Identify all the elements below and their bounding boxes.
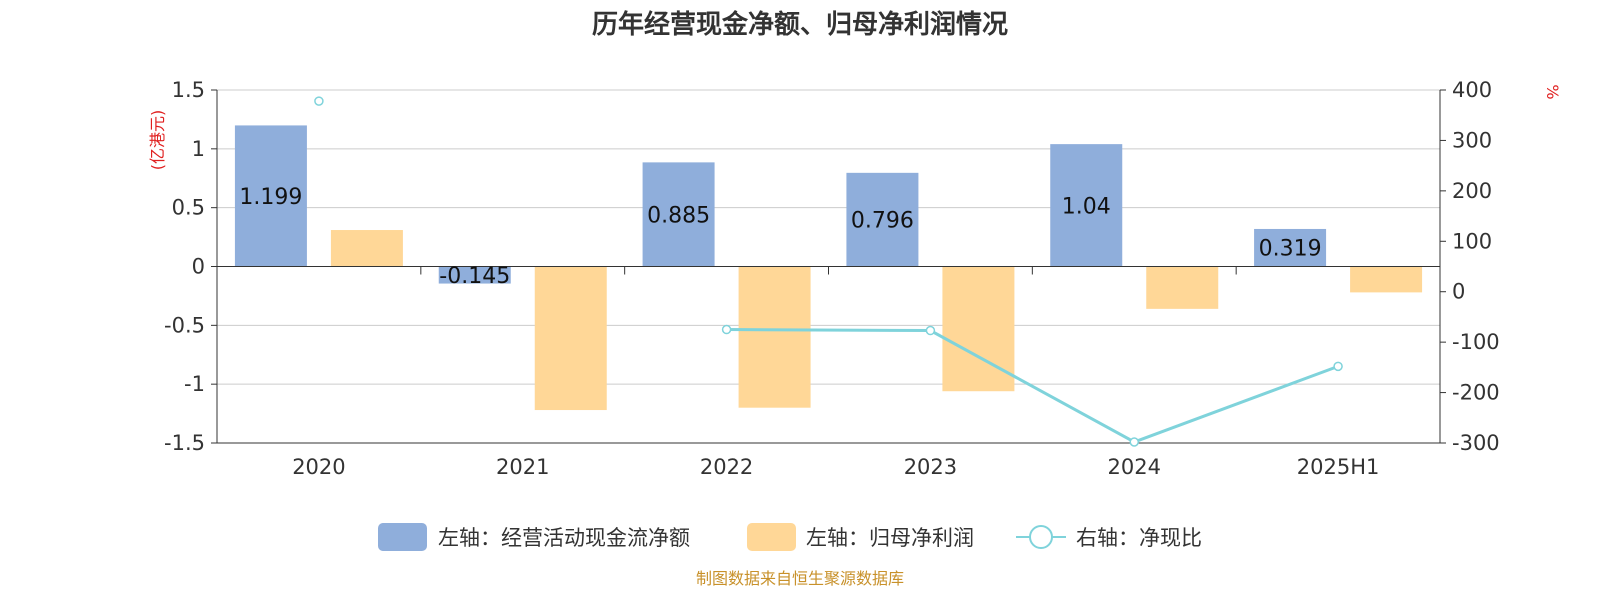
right-axis-tick-label: 0 xyxy=(1452,280,1465,304)
bar xyxy=(1146,266,1219,309)
data-label: 0.319 xyxy=(1259,237,1322,262)
bar xyxy=(942,266,1015,392)
bar xyxy=(1254,228,1327,267)
legend-label-ratio: 右轴：净现比 xyxy=(1076,526,1202,550)
data-labels: 1.199 -0.145 0.885 0.796 1.04 0.319 xyxy=(239,185,1321,289)
source-note: 制图数据来自恒生聚源数据库 xyxy=(696,569,904,588)
legend-label-cashflow: 左轴：经营活动现金流净额 xyxy=(438,526,690,550)
legend: 左轴：经营活动现金流净额 左轴：归母净利润 右轴：净现比 xyxy=(378,523,1202,551)
bar xyxy=(1050,144,1123,267)
bar-series xyxy=(234,125,1423,411)
legend-swatch-cashflow xyxy=(378,523,427,551)
x-axis-tick-label: 2025H1 xyxy=(1297,455,1380,479)
bar xyxy=(330,230,403,267)
series-line xyxy=(726,328,1339,444)
x-axis-tick-label: 2021 xyxy=(496,455,549,479)
right-axis-tick-label: 200 xyxy=(1452,179,1492,203)
data-label: 1.199 xyxy=(239,185,302,210)
line-point xyxy=(1129,437,1139,447)
left-axis-tick-label: 0.5 xyxy=(172,196,205,220)
line-point xyxy=(314,96,324,106)
line-series xyxy=(314,96,1343,447)
right-axis-tick-label: 300 xyxy=(1452,128,1492,152)
left-axis-tick-label: 0 xyxy=(192,255,205,279)
bar xyxy=(534,266,607,411)
bar xyxy=(1350,266,1423,293)
left-axis-tick-label: 1.5 xyxy=(172,78,205,102)
data-label: 0.885 xyxy=(647,203,710,228)
x-axis-tick-label: 2020 xyxy=(292,455,345,479)
left-axis-unit: (亿港元) xyxy=(148,110,167,171)
data-label: -0.145 xyxy=(439,264,510,289)
right-axis-unit: % xyxy=(1543,84,1562,99)
axes: 1.5 1 0.5 0 -0.5 -1 -1.5 400 300 200 100 0 -100 -200 -… xyxy=(164,78,1500,479)
right-axis-tick-label: -200 xyxy=(1452,381,1500,405)
bar xyxy=(438,266,511,284)
left-axis-tick-label: -1.5 xyxy=(164,431,205,455)
line-point xyxy=(721,324,732,335)
bar xyxy=(642,162,715,267)
left-axis-tick-label: -0.5 xyxy=(164,313,205,337)
legend-label-profit: 左轴：归母净利润 xyxy=(806,526,974,550)
x-axis-tick-label: 2022 xyxy=(700,455,753,479)
x-axis-tick-label: 2024 xyxy=(1108,455,1161,479)
bar xyxy=(234,125,307,267)
line-point xyxy=(925,325,936,336)
legend-swatch-ratio-marker xyxy=(1029,525,1053,549)
right-axis-tick-label: 400 xyxy=(1452,78,1492,102)
line-point xyxy=(1333,361,1343,372)
left-axis-tick-label: -1 xyxy=(184,372,205,396)
legend-swatch-profit xyxy=(747,523,796,551)
right-axis-tick-label: -100 xyxy=(1452,330,1500,354)
x-axis-tick-label: 2023 xyxy=(904,455,957,479)
left-axis-tick-label: 1 xyxy=(192,137,205,161)
data-label: 0.796 xyxy=(851,209,914,234)
bar xyxy=(738,266,811,408)
data-label: 1.04 xyxy=(1062,194,1111,219)
bar xyxy=(846,172,919,267)
right-axis-tick-label: 100 xyxy=(1452,229,1492,253)
right-axis-tick-label: -300 xyxy=(1452,431,1500,455)
chart-title: 历年经营现金净额、归母净利润情况 xyxy=(592,9,1008,40)
